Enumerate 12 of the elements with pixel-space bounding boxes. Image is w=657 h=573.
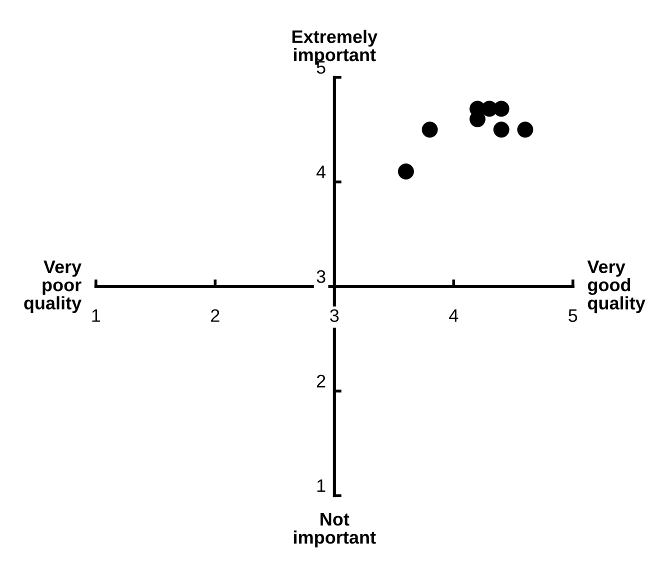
text: Very good quality [587,260,646,314]
x-tick-label: 3 [330,309,339,322]
y-tick-label: 2 [316,374,326,388]
x-tick-label: 5 [568,309,578,322]
x-tick-label: 1 [92,309,100,322]
text: Not important [294,513,376,548]
text: Very poor quality [24,260,82,314]
y-tick-label: 3 [316,270,326,283]
y-tick-label: 4 [316,166,326,178]
x-tick-label: 4 [449,309,458,322]
y-tick-label: 1 [317,479,326,492]
x-tick-label: 2 [211,309,220,322]
